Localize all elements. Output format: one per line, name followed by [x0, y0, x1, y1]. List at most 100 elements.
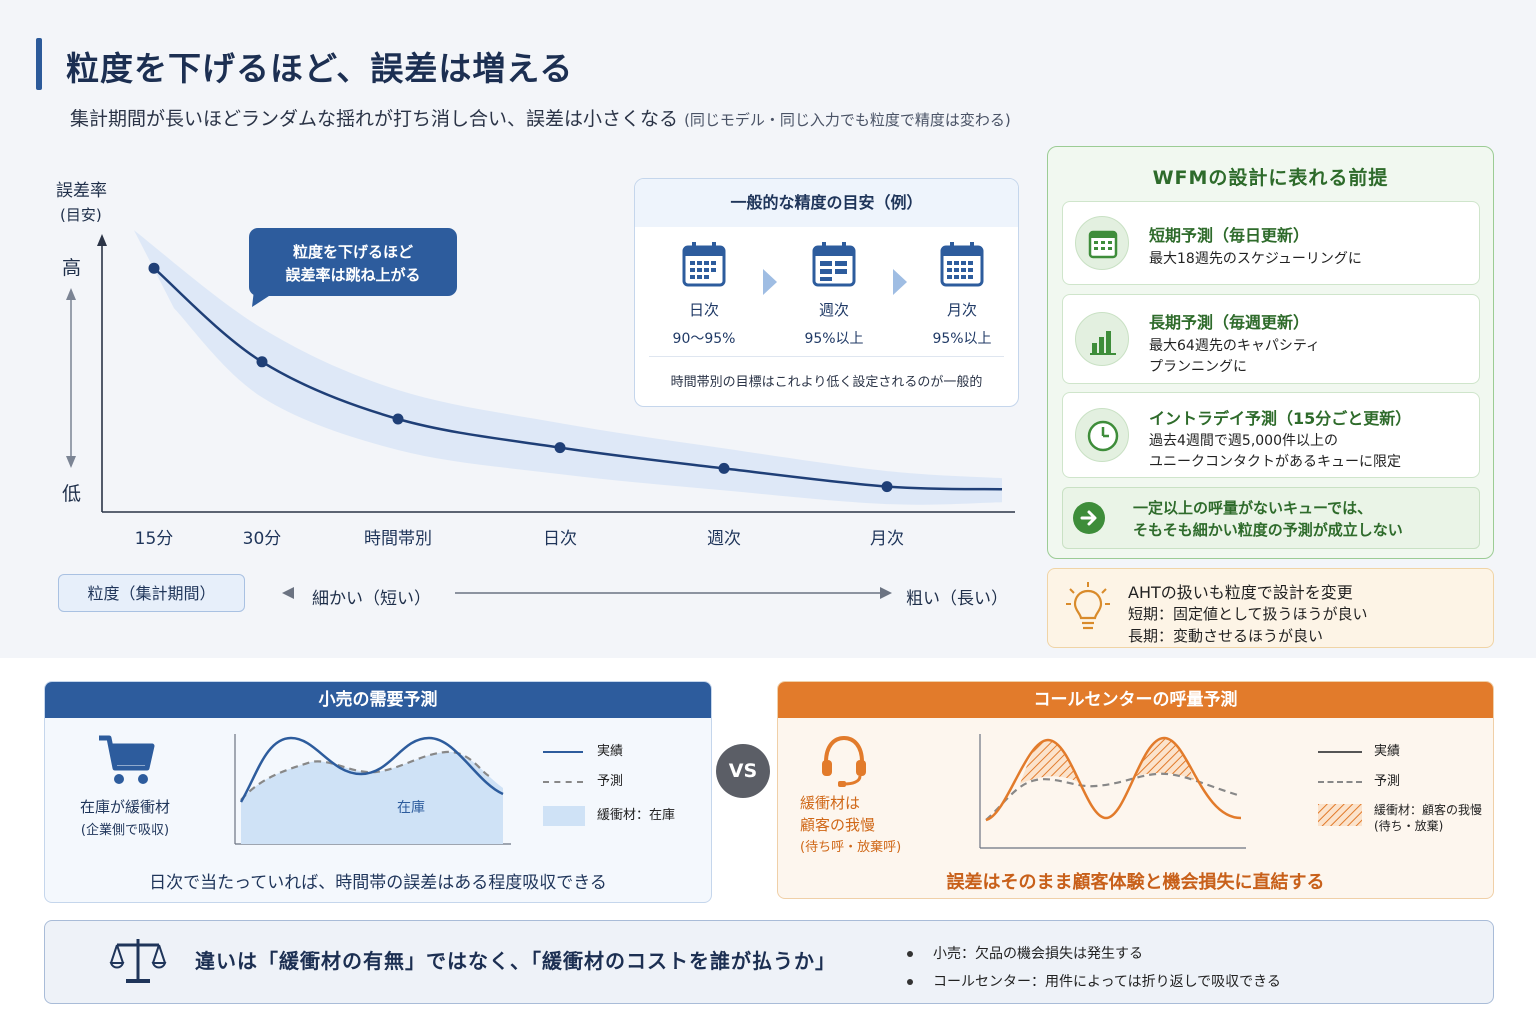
retail-footer: 日次で当たっていれば、時間帯の誤差はある程度吸収できる: [149, 873, 607, 893]
legend-forecast: 予測: [543, 770, 711, 804]
x-tick-label: 週次: [707, 529, 741, 549]
x-tick-label: 30分: [243, 529, 282, 549]
granularity-fine: 細かい（短い）: [312, 589, 431, 609]
accuracy-name: 月次: [946, 301, 977, 319]
callcenter-buffer-line: 顧客の我慢: [800, 816, 876, 834]
subtitle-main: 集計期間が長いほどランダムな揺れが打ち消し合い、誤差は小さくなる: [70, 108, 679, 130]
retail-buffer-area: [241, 751, 503, 844]
retail-actual-line: [239, 736, 504, 803]
y-high-label: 高: [62, 257, 81, 279]
wfm-card-title: 短期予測（毎日更新）: [1149, 226, 1310, 245]
wfm-card-short: 短期予測（毎日更新） 最大18週先のスケジューリングに: [1062, 201, 1480, 285]
aht-long: 長期：変動させるほうが良い: [1128, 627, 1324, 645]
accuracy-name: 週次: [818, 301, 849, 319]
wfm-note-line: 一定以上の呼量がないキューでは、: [1133, 499, 1373, 517]
wfm-card-desc-line: 最大64週先のキャパシティ: [1149, 338, 1320, 354]
callcenter-buffer-line: 緩衝材は: [800, 794, 861, 812]
legend-buffer-label: 緩衝材：顧客の我慢: [1374, 803, 1483, 817]
wfm-card-desc: 最大18週先のスケジューリングに: [1149, 251, 1362, 267]
accuracy-value: 90〜95%: [672, 331, 736, 347]
arrow-icon: [893, 269, 907, 295]
callcenter-actual-line: [985, 736, 1242, 822]
accuracy-value: 95%以上: [932, 331, 992, 347]
calendar-icon: [682, 242, 726, 287]
arrow-right-icon: [1073, 502, 1105, 534]
wfm-card-desc-line: プランニングに: [1149, 359, 1247, 375]
summary-box: 違いは「緩衝材の有無」ではなく、「緩衝材のコストを誰が払うか」 小売：欠品の機会…: [44, 920, 1494, 1004]
wfm-note-line: そもそも細かい粒度の予測が成立しない: [1133, 521, 1403, 539]
wfm-card-long: 長期予測（毎週更新） 最大64週先のキャパシティ プランニングに: [1062, 294, 1480, 384]
granularity-arrow: [282, 587, 892, 599]
callout-bubble: 粒度を下げるほど 誤差率は跳ね上がる: [249, 228, 457, 307]
wfm-title: WFMの設計に表れる前提: [1152, 167, 1389, 189]
uncertainty-band: [134, 230, 1002, 505]
wfm-card-title: イントラデイ予測（15分ごと更新）: [1149, 409, 1412, 428]
accuracy-item-monthly: 月次 95%以上: [907, 241, 1017, 348]
retail-mini-chart: 在庫: [234, 734, 511, 845]
retail-title: 小売の需要予測: [45, 682, 711, 718]
summary-main: 違いは「緩衝材の有無」ではなく、「緩衝材のコストを誰が払うか」: [195, 949, 836, 973]
shopping-cart-icon: [99, 735, 155, 784]
wfm-card-title: 長期予測（毎週更新）: [1149, 313, 1310, 332]
calendar-icon: [940, 242, 984, 287]
accuracy-title: 一般的な精度の目安（例）: [635, 179, 1018, 227]
x-tick-label: 月次: [870, 529, 904, 549]
callcenter-footer: 誤差はそのまま顧客体験と機会損失に直結する: [946, 872, 1325, 893]
accuracy-note: 時間帯別の目標はこれより低く設定されるのが一般的: [670, 375, 983, 390]
accuracy-guide-box: 一般的な精度の目安（例） 日次 90〜95% 週次 95%以上: [634, 178, 1019, 407]
y-scale-arrow-down: [66, 456, 76, 468]
vs-badge: VS: [716, 744, 770, 798]
legend-actual-label: 実績: [597, 744, 624, 759]
wfm-card-desc: 最大64週先のキャパシティ プランニングに: [1149, 336, 1320, 378]
legend-actual: 実績: [543, 740, 711, 770]
accuracy-item-daily: 日次 90〜95%: [649, 241, 759, 348]
callout-line-1: 粒度を下げるほど: [293, 243, 413, 261]
y-scale-arrow-up: [66, 288, 76, 300]
lightbulb-icon: [1066, 582, 1110, 630]
callcenter-buffer-sub: (待ち呼・放棄呼): [800, 840, 902, 855]
legend-forecast-label: 予測: [597, 774, 624, 789]
y-axis-sublabel: (目安): [60, 206, 102, 224]
aht-title: AHTの扱いも粒度で設計を変更: [1128, 583, 1353, 602]
summary-bullet-text: 小売：欠品の機会損失は発生する: [933, 946, 1143, 962]
calendar-icon: [1075, 216, 1129, 270]
callcenter-title: コールセンターの呼量予測: [778, 682, 1493, 718]
wfm-card-desc: 過去4週間で週5,000件以上の ユニークコンタクトがあるキューに限定: [1149, 431, 1401, 473]
bar-chart-icon: [1075, 312, 1129, 366]
data-point-4: [718, 462, 730, 474]
retail-buffer-sub: (企業側で吸収): [80, 823, 170, 838]
legend-buffer: 緩衝材：在庫: [543, 804, 711, 826]
x-tick-label: 15分: [135, 529, 174, 549]
aht-short: 短期：固定値として扱うほうが良い: [1128, 605, 1368, 623]
wfm-card-intraday: イントラデイ予測（15分ごと更新） 過去4週間で週5,000件以上の ユニークコ…: [1062, 392, 1480, 478]
error-rate-chart: 誤差率 (目安) 高 低 15分 30分 時間帯別 日次 週次 月次 粒度を下げるほど 誤…: [56, 181, 1015, 549]
callout-line-2: 誤差率は跳ね上がる: [285, 266, 420, 284]
wfm-card-desc-line: 過去4週間で週5,000件以上の: [1149, 433, 1338, 449]
data-point-2: [392, 413, 404, 425]
callcenter-forecast-line: [985, 772, 1242, 821]
page-title: 粒度を下げるほど、誤差は増える: [66, 49, 574, 88]
title-accent-bar: [36, 38, 42, 90]
summary-bullet: コールセンター：用件によっては折り返しで吸収できる: [907, 971, 1281, 991]
callcenter-buffer-label: 緩衝材は 顧客の我慢: [800, 792, 875, 836]
y-low-label: 低: [62, 483, 81, 505]
retail-panel: 小売の需要予測 在庫が緩衝材 (企業側で吸収) 在庫 実績 予測 緩衝材：在庫 …: [44, 681, 712, 903]
arrow-icon: [763, 269, 777, 295]
callcenter-panel: コールセンターの呼量予測 緩衝材は 顧客の我慢 (待ち呼・放棄呼) 実績 予測 …: [777, 681, 1494, 899]
data-point-1: [256, 356, 268, 368]
summary-bullet: 小売：欠品の機会損失は発生する: [907, 943, 1143, 963]
wfm-note: 一定以上の呼量がないキューでは、 そもそも細かい粒度の予測が成立しない: [1062, 487, 1480, 549]
legend-actual-label: 実績: [1374, 744, 1401, 759]
y-axis-label: 誤差率: [56, 181, 107, 201]
legend-buffer-sub: (待ち・放棄): [1374, 819, 1444, 833]
headset-icon: [822, 735, 866, 787]
wfm-note-text: 一定以上の呼量がないキューでは、 そもそも細かい粒度の予測が成立しない: [1133, 497, 1403, 541]
legend-buffer: 緩衝材：顧客の我慢 (待ち・放棄): [1318, 802, 1493, 834]
legend-actual: 実績: [1318, 740, 1493, 770]
data-point-0: [148, 262, 160, 274]
data-point-5: [881, 481, 893, 493]
legend-buffer-label: 緩衝材：在庫: [597, 808, 676, 823]
x-tick-label: 時間帯別: [364, 529, 432, 549]
granularity-label: 粒度（集計期間）: [58, 574, 245, 612]
retail-area-label: 在庫: [397, 799, 425, 816]
